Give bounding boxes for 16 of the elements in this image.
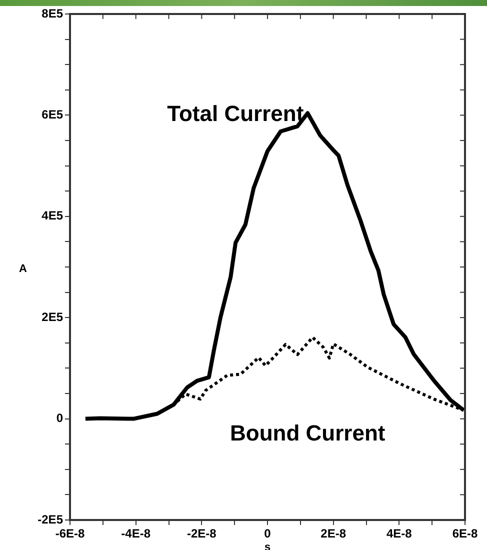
y-axis-title: A bbox=[19, 263, 28, 276]
y-tick-label: -2E5 bbox=[38, 512, 64, 526]
series-label: Total Current bbox=[167, 101, 304, 126]
y-tick-label: 2E5 bbox=[42, 310, 64, 324]
y-tick-label: 8E5 bbox=[42, 6, 64, 20]
x-tick-label: -4E-8 bbox=[121, 526, 151, 541]
x-tick-label: 0 bbox=[264, 526, 272, 541]
y-tick-label: 6E5 bbox=[42, 108, 64, 122]
y-tick-label: 4E5 bbox=[42, 208, 64, 223]
x-tick-label: 6E-8 bbox=[452, 526, 478, 541]
series-label: Bound Current bbox=[230, 420, 386, 446]
x-tick-label: 4E-8 bbox=[386, 526, 412, 541]
x-tick-label: 2E-8 bbox=[320, 526, 346, 541]
x-tick-label: -2E-8 bbox=[186, 526, 217, 541]
x-tick-label: -6E-8 bbox=[55, 526, 85, 541]
y-tick-label: 0 bbox=[56, 411, 64, 426]
